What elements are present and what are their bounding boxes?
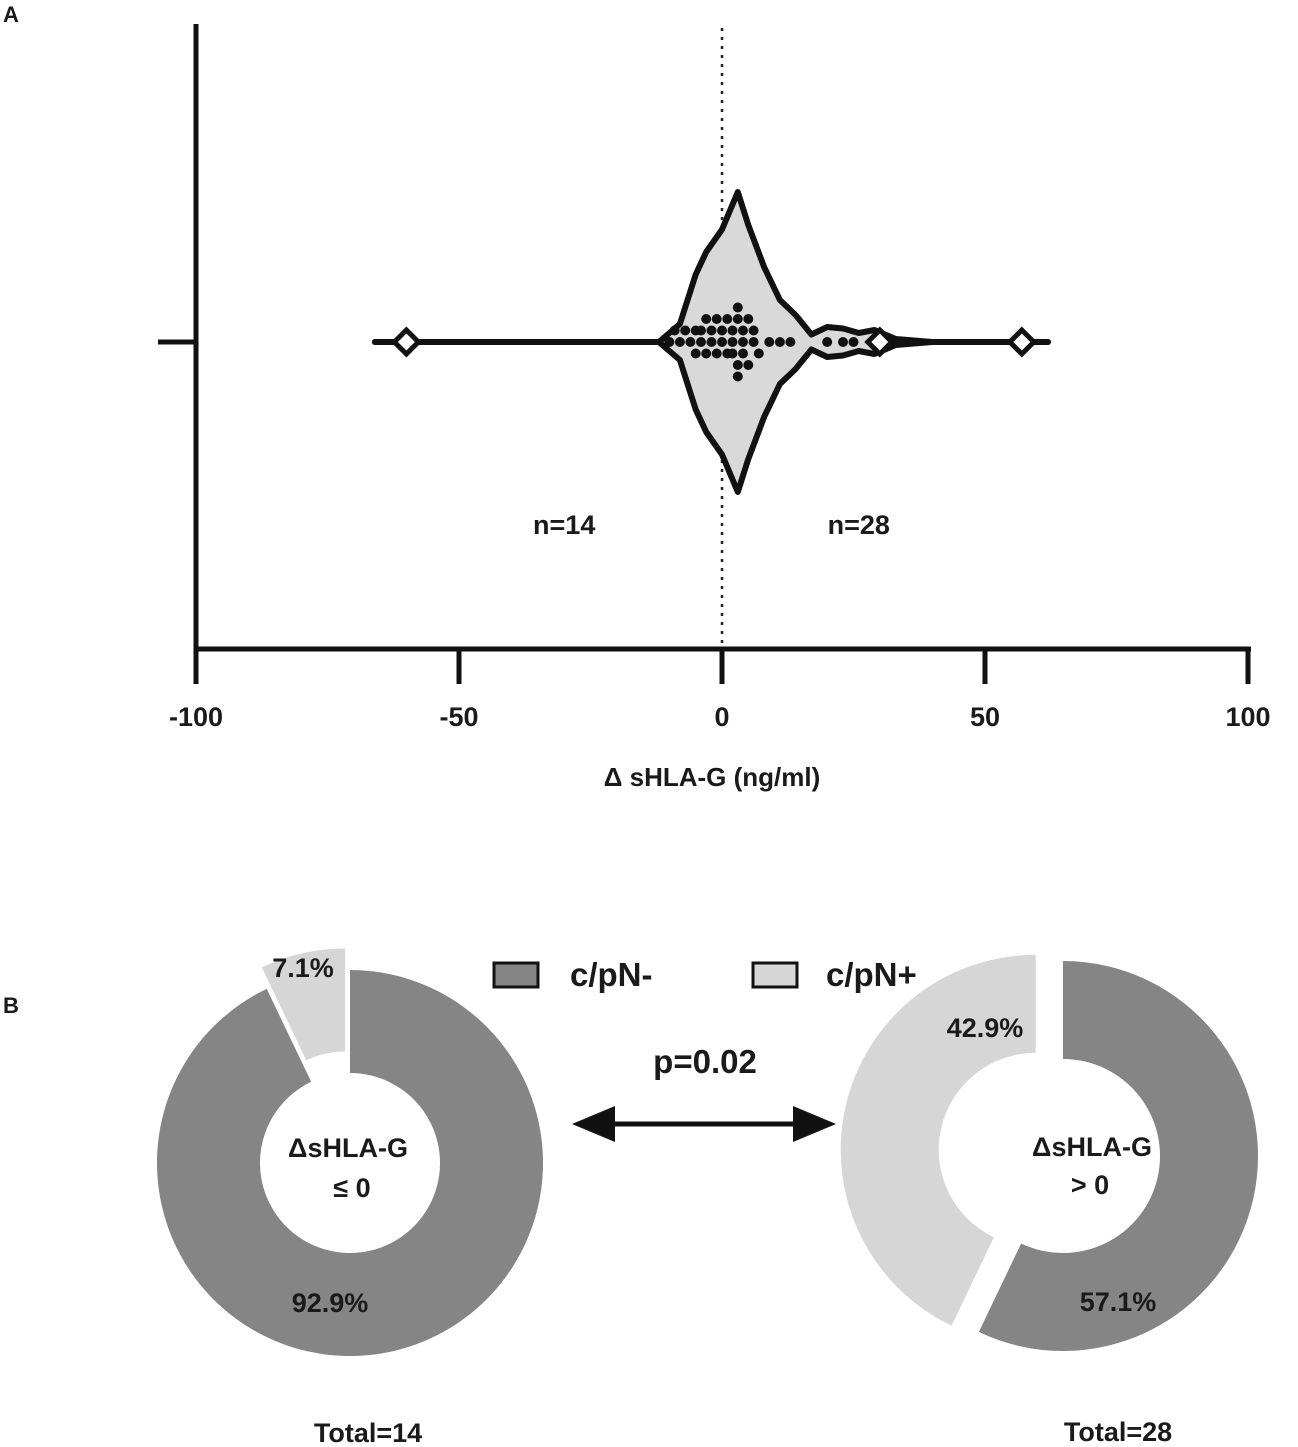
data-point-1 [664, 337, 675, 347]
data-point-11 [701, 314, 712, 324]
x-tick-label-0: -100 [169, 702, 223, 732]
data-point-24 [732, 360, 743, 370]
data-point-39 [838, 337, 848, 347]
data-point-7 [690, 348, 701, 359]
data-point-9 [696, 325, 706, 336]
data-point-5 [685, 337, 696, 347]
data-point-23 [732, 314, 743, 324]
center-label-left-line2: ≤ 0 [333, 1173, 370, 1203]
data-point-20 [727, 337, 738, 347]
data-point-33 [748, 325, 759, 336]
data-point-38 [822, 337, 833, 347]
p-value-label: p=0.02 [653, 1043, 757, 1080]
panel-label-b: B [3, 993, 19, 1018]
data-point-36 [774, 337, 785, 347]
total-left: Total=14 [314, 1418, 422, 1447]
data-point-27 [738, 337, 748, 347]
violin-plot: -100 -50 0 50 100 n=14 n=28 Δ sHLA-G (ng/ml) [158, 24, 1271, 792]
data-point-30 [743, 314, 754, 324]
outlier-marker-0 [390, 326, 422, 358]
slice-label-left-positive: 7.1% [272, 953, 334, 983]
data-point-3 [674, 337, 685, 347]
data-point-29 [738, 348, 748, 359]
donut-0-slice-1 [261, 948, 346, 1061]
donut-right [840, 954, 1259, 1351]
x-axis-label: Δ sHLA-G (ng/ml) [604, 762, 821, 792]
donut-1-slice-1 [840, 954, 1036, 1326]
x-tick-label-3: 50 [970, 702, 1000, 732]
legend-label-negative: c/pN- [570, 956, 653, 993]
data-point-28 [738, 325, 748, 336]
data-point-22 [727, 348, 738, 359]
comparison-arrow-head-right [793, 1106, 836, 1142]
center-label-left-line1: ΔsHLA-G [288, 1133, 408, 1163]
annotation-n-negative: n=14 [533, 510, 595, 540]
center-label-right-line1: ΔsHLA-G [1032, 1132, 1152, 1162]
data-point-31 [743, 360, 754, 370]
data-point-4 [680, 325, 691, 336]
data-point-13 [706, 325, 717, 336]
data-point-14 [711, 348, 722, 359]
data-point-16 [717, 337, 727, 347]
donut-0-slice-0 [156, 970, 543, 1356]
x-tick-label-4: 100 [1225, 702, 1270, 732]
legend-label-positive: c/pN+ [826, 956, 917, 993]
data-point-25 [732, 302, 743, 313]
annotation-n-positive: n=28 [828, 510, 890, 540]
slice-label-right-negative: 57.1% [1080, 1287, 1157, 1317]
slice-label-right-positive: 42.9% [947, 1013, 1024, 1043]
center-label-right-line2: > 0 [1071, 1170, 1109, 1200]
data-point-35 [764, 337, 775, 347]
data-point-34 [753, 348, 764, 359]
donut-left [156, 948, 543, 1356]
data-point-12 [706, 337, 717, 347]
data-point-26 [732, 371, 743, 382]
data-point-10 [701, 348, 712, 359]
outlier-marker-1 [864, 326, 896, 358]
donut-charts: ΔsHLA-G ≤ 0 ΔsHLA-G > 0 92.9% 7.1% 57.1%… [156, 948, 1259, 1447]
data-point-40 [848, 337, 859, 347]
legend-swatch-negative [492, 961, 540, 989]
total-right: Total=28 [1064, 1417, 1172, 1447]
outlier-marker-2 [1006, 326, 1038, 358]
panel-label-a: A [3, 2, 19, 27]
data-point-37 [785, 337, 796, 347]
x-tick-label-2: 0 [714, 702, 729, 732]
data-point-8 [696, 337, 706, 347]
x-tick-label-1: -50 [439, 702, 478, 732]
data-point-17 [717, 325, 727, 336]
data-point-32 [748, 337, 759, 347]
comparison-arrow-head-left [572, 1106, 615, 1142]
donut-1-slice-0 [978, 961, 1259, 1351]
data-point-21 [727, 325, 738, 336]
slice-label-left-negative: 92.9% [292, 1288, 369, 1318]
data-point-2 [669, 325, 680, 336]
legend-swatch-positive [751, 961, 799, 989]
data-point-19 [722, 314, 733, 324]
data-point-15 [711, 314, 722, 324]
